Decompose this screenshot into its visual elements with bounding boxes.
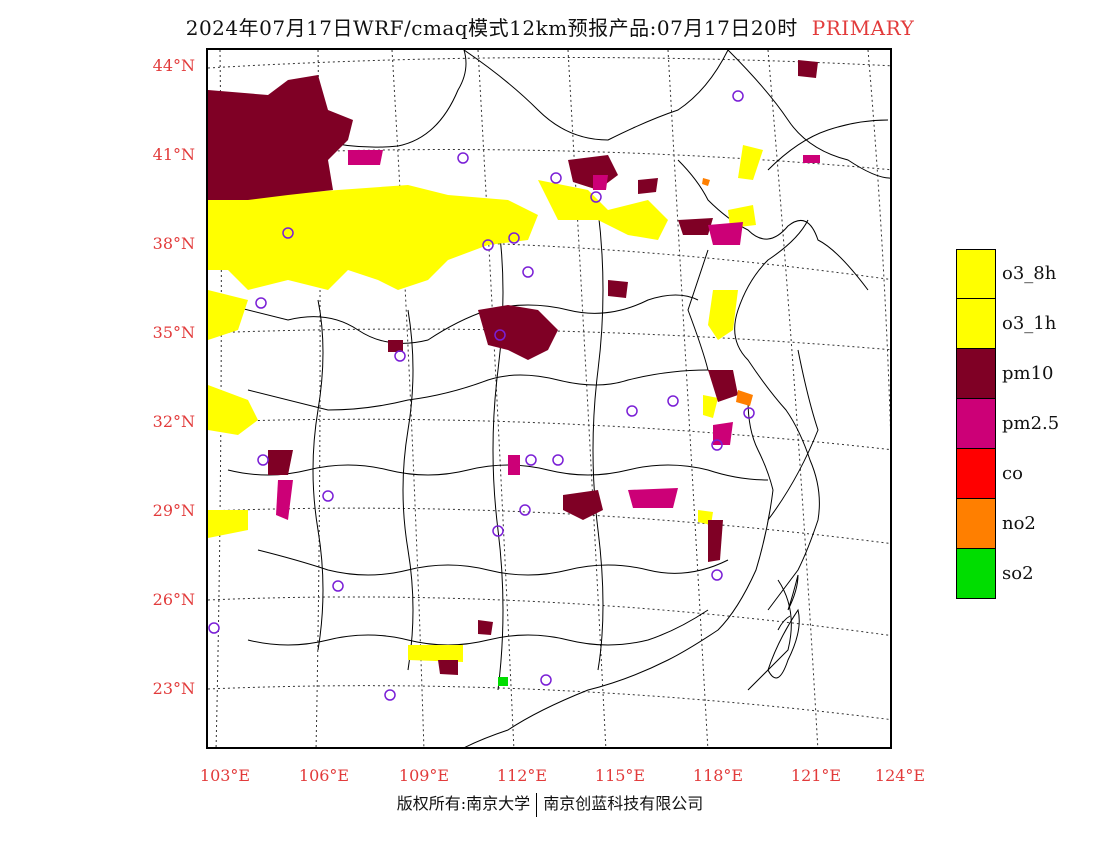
legend-swatch bbox=[956, 249, 996, 299]
legend-swatch bbox=[956, 549, 996, 599]
coastline bbox=[734, 219, 820, 679]
lon-label-115: 115°E bbox=[594, 766, 646, 785]
lat-label-23: 23°N bbox=[152, 679, 195, 698]
copyright-footer: 版权所有:南京大学 南京创蓝科技有限公司 bbox=[0, 790, 1100, 817]
no2-areas bbox=[702, 178, 753, 406]
lat-label-38: 38°N bbox=[152, 234, 195, 253]
lat-label-26: 26°N bbox=[152, 590, 195, 609]
title-text: 2024年07月17日WRF/cmaq模式12km预报产品:07月17日20时 bbox=[185, 16, 798, 40]
copyright-owner: 版权所有:南京大学 bbox=[396, 794, 531, 813]
legend-label: so2 bbox=[1002, 563, 1034, 584]
pm25-areas bbox=[276, 150, 820, 520]
station-markers bbox=[208, 90, 755, 701]
pm10-areas bbox=[208, 60, 818, 675]
legend-label: pm2.5 bbox=[1002, 413, 1060, 434]
legend-swatch bbox=[956, 349, 996, 399]
lon-label-106: 106°E bbox=[298, 766, 350, 785]
boundaries bbox=[208, 50, 890, 747]
lon-label-109: 109°E bbox=[398, 766, 450, 785]
legend-swatch bbox=[956, 449, 996, 499]
legend-label: pm10 bbox=[1002, 363, 1054, 384]
lon-label-121: 121°E bbox=[790, 766, 842, 785]
lon-label-124: 124°E bbox=[874, 766, 926, 785]
map-title: 2024年07月17日WRF/cmaq模式12km预报产品:07月17日20时 P… bbox=[0, 12, 1100, 41]
legend-swatch bbox=[956, 399, 996, 449]
primary-tag: PRIMARY bbox=[811, 16, 915, 40]
lon-label-112: 112°E bbox=[496, 766, 548, 785]
lat-label-29: 29°N bbox=[152, 501, 195, 520]
copyright-company: 南京创蓝科技有限公司 bbox=[543, 794, 704, 813]
o3-areas bbox=[208, 145, 763, 662]
lat-label-44: 44°N bbox=[152, 56, 195, 75]
lat-label-41: 41°N bbox=[152, 145, 195, 164]
footer-divider bbox=[536, 792, 538, 817]
legend-label: co bbox=[1002, 463, 1023, 484]
lat-label-32: 32°N bbox=[152, 412, 195, 431]
legend-label: no2 bbox=[1002, 513, 1036, 534]
lat-label-35: 35°N bbox=[152, 323, 195, 342]
legend-swatch bbox=[956, 299, 996, 349]
map-panel[interactable] bbox=[206, 48, 892, 749]
legend-swatch bbox=[956, 499, 996, 549]
legend-label: o3_1h bbox=[1002, 313, 1057, 334]
so2-areas bbox=[498, 677, 508, 686]
lon-label-118: 118°E bbox=[692, 766, 744, 785]
pollution-map bbox=[208, 50, 890, 747]
lon-label-103: 103°E bbox=[199, 766, 251, 785]
legend-label: o3_8h bbox=[1002, 263, 1057, 284]
